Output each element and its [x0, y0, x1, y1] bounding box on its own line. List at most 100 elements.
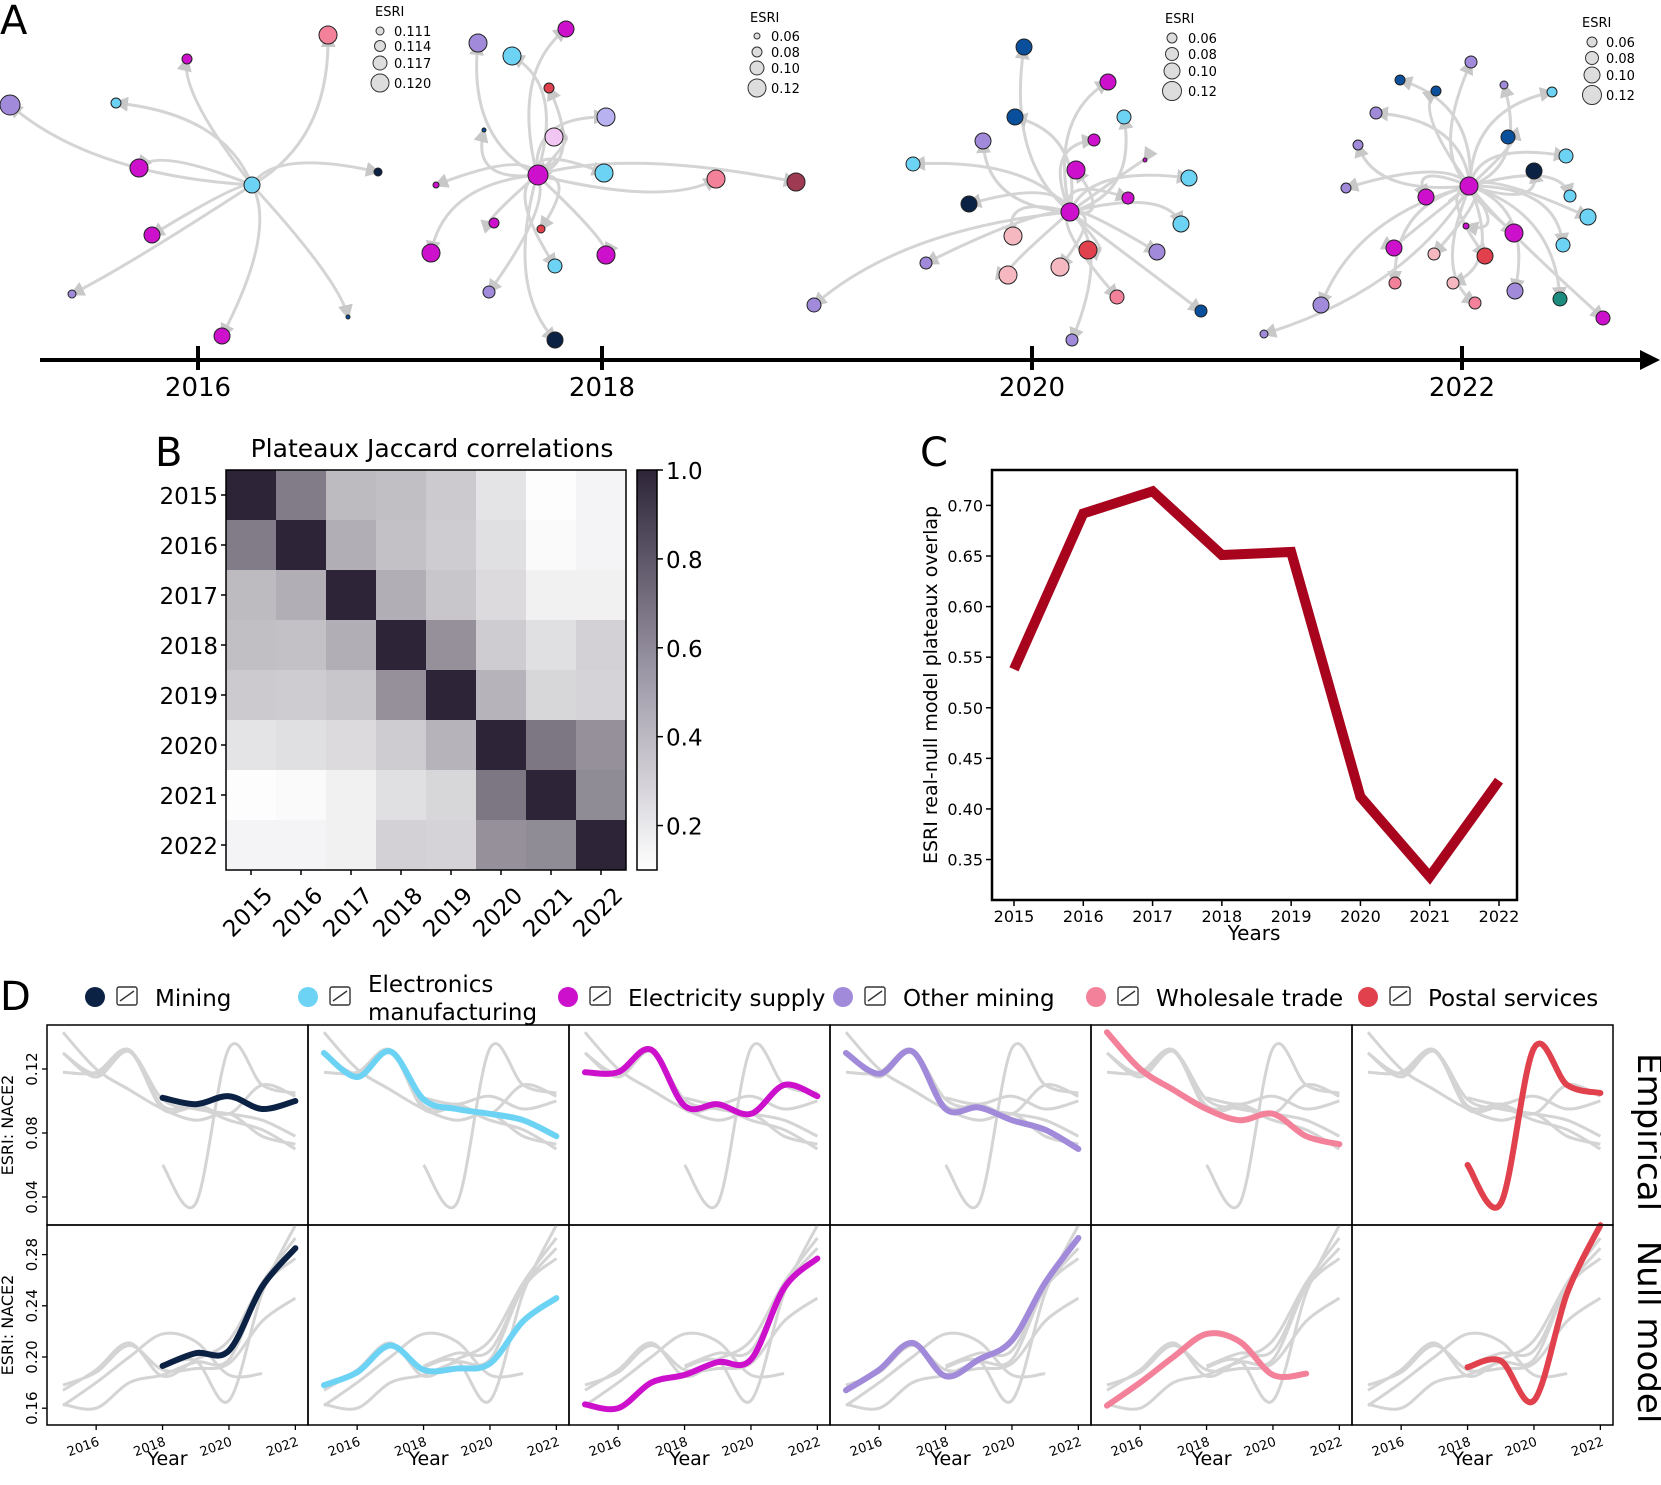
overlap-y-tick-label: 0.60 — [947, 598, 983, 617]
network-node — [129, 158, 149, 178]
legend-marker — [298, 987, 318, 1007]
network-edge — [1451, 185, 1478, 305]
colorbar-tick-label: 0.6 — [666, 637, 703, 663]
network-node — [1065, 333, 1079, 347]
heatmap-col-label: 2019 — [418, 883, 478, 943]
network-node — [1312, 296, 1330, 314]
esri-legend-value: 0.10 — [1188, 65, 1217, 80]
heatmap-cell — [476, 620, 526, 670]
heatmap-cell — [476, 520, 526, 570]
network-edge — [1058, 133, 1097, 213]
series-line — [159, 1245, 299, 1369]
heatmap-cell — [326, 770, 376, 820]
series-line — [1103, 1330, 1310, 1409]
network-node — [1459, 176, 1479, 196]
heatmap-row-label: 2017 — [159, 584, 218, 610]
network-edge — [1469, 184, 1567, 302]
network-edge — [1261, 185, 1472, 338]
timeline-label-2018: 2018 — [569, 373, 635, 403]
legend-icon — [589, 986, 611, 1006]
x-tick-label: 2016 — [326, 1435, 362, 1460]
network-node — [1172, 215, 1190, 233]
heatmap-cell — [376, 820, 426, 870]
network-node — [1579, 208, 1597, 226]
heatmap-row-label: 2021 — [159, 784, 218, 810]
heatmap-cell — [376, 520, 426, 570]
network-1 — [0, 25, 383, 345]
network-node — [0, 94, 21, 116]
overlap-x-tick-label: 2018 — [1201, 907, 1242, 926]
network-node — [1109, 289, 1125, 305]
background-series-line — [1205, 1042, 1340, 1209]
heatmap-cell — [276, 670, 326, 720]
network-node — [786, 172, 806, 192]
network-edge — [250, 161, 381, 186]
x-axis-label: Year — [929, 1448, 970, 1470]
x-tick-label: 2016 — [1370, 1435, 1406, 1460]
y-tick-label: 0.24 — [23, 1289, 41, 1322]
heatmap-cell — [276, 770, 326, 820]
legend-icon-shape — [1392, 990, 1408, 1002]
overlap-line — [1009, 485, 1504, 885]
background-series-line — [684, 1224, 819, 1404]
network-node — [960, 195, 978, 213]
series-line — [1464, 1222, 1604, 1406]
network-node — [1148, 243, 1166, 261]
network-node — [536, 224, 546, 234]
esri-legend-circle — [1582, 85, 1602, 105]
network-node — [1558, 148, 1574, 164]
esri-legend-title: ESRI — [1165, 12, 1194, 27]
network-edge — [7, 103, 253, 187]
legend-label: Other mining — [903, 986, 1055, 1012]
heatmap-cell — [426, 720, 476, 770]
heatmap-row-label: 2015 — [159, 484, 218, 510]
x-tick-label: 2016 — [1109, 1435, 1145, 1460]
network-edge — [425, 173, 538, 256]
esri-legend-circle — [753, 32, 761, 40]
x-tick-label: 2016 — [587, 1435, 623, 1460]
panel-empirical-1 — [307, 1024, 570, 1226]
heatmap-cell — [326, 620, 376, 670]
network-edge — [220, 184, 262, 339]
heatmap-col-label: 2015 — [218, 883, 278, 943]
esri-legend-value: 0.12 — [1188, 85, 1217, 100]
network-node — [1462, 222, 1470, 230]
background-series-line — [62, 1331, 263, 1407]
esri-legend-2016: ESRI 0.111 0.114 0.117 0.120 — [370, 5, 431, 93]
colorbar-tick-label: 0.4 — [666, 726, 703, 752]
y-tick-label: 0.12 — [23, 1052, 41, 1085]
network-edge — [523, 174, 558, 343]
legend-icon-shape — [1117, 986, 1139, 1006]
network-edge — [976, 138, 1071, 214]
overlap-plot-frame — [990, 468, 1519, 902]
panel-frame — [568, 1224, 831, 1426]
esri-legend-circle — [375, 26, 385, 36]
esri-legend-circle — [1165, 47, 1179, 61]
network-node — [1180, 169, 1198, 187]
network-node — [1430, 85, 1442, 97]
background-series-line — [1206, 1224, 1341, 1404]
x-tick-label: 2020 — [1242, 1435, 1278, 1460]
network-node — [596, 245, 616, 265]
heatmap-cell — [276, 620, 326, 670]
esri-legend-value: 0.12 — [1606, 89, 1635, 104]
network-node — [998, 265, 1018, 285]
background-series-line — [945, 1094, 1079, 1111]
network-node — [1050, 257, 1070, 277]
timeline-label-2020: 2020 — [999, 373, 1065, 403]
overlap-x-tick-label: 2019 — [1271, 907, 1312, 926]
heatmap-cell — [526, 670, 576, 720]
overlap-y-tick-label: 0.55 — [947, 648, 983, 667]
background-series-line — [1106, 1049, 1341, 1138]
esri-legend-2020: ESRI 0.06 0.08 0.10 0.12 — [1162, 12, 1217, 101]
background-series-line — [1106, 1257, 1341, 1411]
network-node — [596, 107, 616, 127]
overlap-y-tick-label: 0.50 — [947, 699, 983, 718]
esri-legend-circle — [1586, 36, 1598, 48]
network-node — [1464, 55, 1478, 69]
x-tick-label: 2020 — [459, 1435, 495, 1460]
overlap-x-tick-label: 2017 — [1132, 907, 1173, 926]
